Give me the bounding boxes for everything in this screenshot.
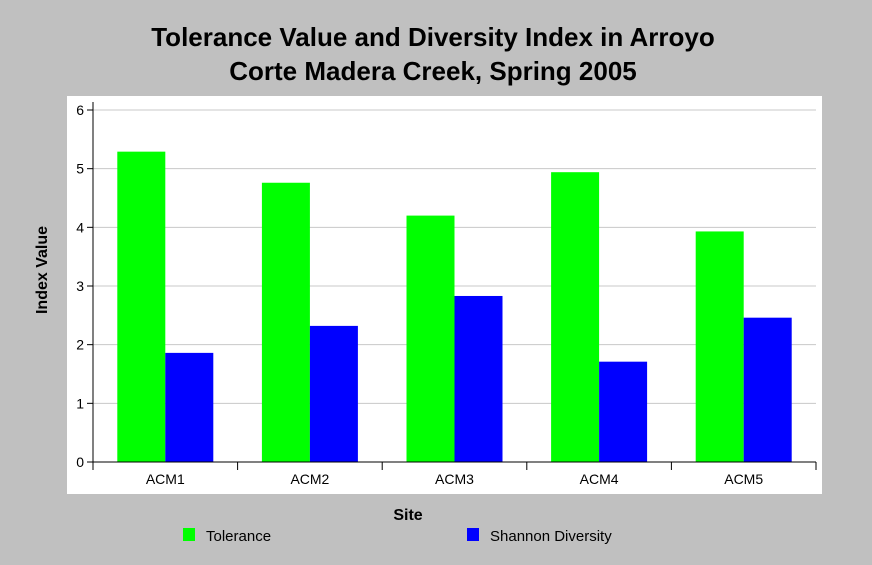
chart-title-line-1: Tolerance Value and Diversity Index in A… [151,22,715,52]
bar-tolerance-acm1 [117,151,166,463]
ticks-layer: 0 1 2 3 4 5 6 ACM1 ACM2 ACM3 ACM4 ACM5 [76,102,817,487]
x-tick-label: ACM2 [290,471,329,487]
y-tick-label: 4 [76,219,84,235]
y-tick-label: 6 [76,102,84,118]
chart-title-line-2: Corte Madera Creek, Spring 2005 [229,56,637,86]
y-tick-label: 1 [76,395,84,411]
bar-shannon-diversity-acm2 [309,325,358,462]
legend-label-shannon-diversity: Shannon Diversity [490,528,612,545]
bar-shannon-diversity-acm5 [743,317,792,462]
x-tick-label: ACM1 [146,471,185,487]
legend-swatch-tolerance [183,528,195,541]
bar-tolerance-acm4 [551,172,600,463]
x-tick-label: ACM4 [580,471,619,487]
legend: Tolerance Shannon Diversity [183,528,612,545]
legend-label-tolerance: Tolerance [206,528,271,545]
bar-shannon-diversity-acm3 [454,295,503,462]
bar-tolerance-acm5 [695,231,744,462]
x-tick-label: ACM3 [435,471,474,487]
y-axis-title: Index Value [34,226,51,314]
y-tick-label: 5 [76,161,84,177]
x-axis-title: Site [393,507,422,524]
axes-layer [92,102,816,463]
bar-tolerance-acm2 [261,182,310,462]
y-tick-label: 2 [76,337,84,353]
y-tick-label: 0 [76,454,84,470]
bars-layer [117,151,792,463]
x-tick-label: ACM5 [724,471,763,487]
legend-swatch-shannon-diversity [467,528,479,541]
bar-tolerance-acm3 [406,215,455,462]
y-tick-label: 3 [76,278,84,294]
bar-shannon-diversity-acm4 [599,361,648,462]
bar-shannon-diversity-acm1 [165,352,214,462]
